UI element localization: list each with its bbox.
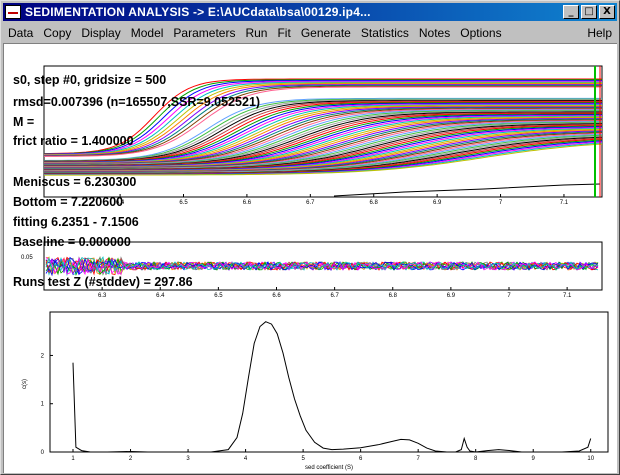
data-x-tick-label: 7 <box>499 200 503 206</box>
scan-curve <box>43 79 602 155</box>
parameter-overlay: s0, step #0, gridsize = 500 rmsd=0.00739… <box>13 73 260 289</box>
cs-x-tick-label: 9 <box>532 456 536 462</box>
scan-curve <box>44 83 602 156</box>
plots-svg: 6.4 6.5 6.6 6.7 6.8 6.9 7 7.1 0.05 6.3 6.4 6.5 6.6… <box>13 65 609 471</box>
step-label: s0, step #0, gridsize = 500 <box>13 73 166 87</box>
residual-trace <box>45 256 599 275</box>
cs-distribution-chart: 0 1 2 1 2 3 4 5 6 7 8 9 10 c(s) sed coefficient (S) <box>22 311 609 471</box>
minimize-button[interactable]: _ <box>563 5 579 19</box>
residual-x-tick-label: 6.7 <box>330 293 339 299</box>
data-curves <box>43 78 603 197</box>
window-title: SEDIMENTATION ANALYSIS -> E:\AUCdata\bsa… <box>25 5 371 19</box>
menu-model[interactable]: Model <box>130 25 164 40</box>
close-button[interactable]: X <box>599 5 615 19</box>
cs-x-tick-label: 7 <box>416 456 420 462</box>
residual-trace <box>45 256 599 276</box>
scan-curve <box>44 86 602 157</box>
scan-curve <box>43 78 602 155</box>
cs-x-tick-label: 8 <box>474 456 478 462</box>
cs-chart-frame <box>49 311 609 453</box>
residual-plot: 0.05 6.3 6.4 6.5 6.6 6.7 6.8 6.9 7 7.1 <box>21 241 603 299</box>
data-x-tick-label: 6.6 <box>243 200 252 206</box>
bottom-label: Bottom = 7.220600 <box>13 195 123 209</box>
fitting-label: fitting 6.2351 - 7.1506 <box>13 215 139 229</box>
scan-curve <box>44 98 602 162</box>
menu-run[interactable]: Run <box>245 25 268 40</box>
meniscus-label: Meniscus = 6.230300 <box>13 175 136 189</box>
data-x-tick-label: 6.8 <box>370 200 379 206</box>
data-x-tick-label: 6.5 <box>179 200 188 206</box>
menu-generate[interactable]: Generate <box>300 25 351 40</box>
menu-display[interactable]: Display <box>81 25 121 40</box>
data-x-tick-label: 6.7 <box>306 200 315 206</box>
residual-x-tick-label: 6.3 <box>98 293 107 299</box>
cs-x-tick-label: 4 <box>244 456 248 462</box>
data-plot: 6.4 6.5 6.6 6.7 6.8 6.9 7 7.1 <box>43 65 603 206</box>
residual-x-tick-label: 6.6 <box>272 293 281 299</box>
scan-curve <box>44 81 602 156</box>
menu-notes[interactable]: Notes <box>418 25 451 40</box>
residual-x-tick-label: 6.8 <box>389 293 398 299</box>
menu-fit[interactable]: Fit <box>277 25 291 40</box>
baseline-label: Baseline = 0.000000 <box>13 235 131 249</box>
cs-x-tick-label: 5 <box>301 456 305 462</box>
cs-x-label: sed coefficient (S) <box>305 465 353 471</box>
data-x-tick-label: 6.4 <box>116 200 125 206</box>
title-bar[interactable]: SEDIMENTATION ANALYSIS -> E:\AUCdata\bsa… <box>3 3 617 21</box>
plot-area: 6.4 6.5 6.6 6.7 6.8 6.9 7 7.1 0.05 6.3 6.4 6.5 6.6… <box>3 43 617 473</box>
menu-help[interactable]: Help <box>587 25 612 40</box>
menu-options[interactable]: Options <box>460 25 502 40</box>
menu-bar: Data Copy Display Model Parameters Run F… <box>3 23 617 42</box>
baseline-trace <box>333 183 601 197</box>
menu-copy[interactable]: Copy <box>43 25 72 40</box>
cs-y-axis: 0 1 2 <box>41 353 53 456</box>
scan-curve <box>43 85 602 157</box>
residual-trace <box>45 257 599 276</box>
cs-x-tick-label: 1 <box>71 456 75 462</box>
data-x-tick-label: 7.1 <box>560 200 569 206</box>
scan-curve <box>43 80 602 155</box>
residual-x-tick-label: 6.4 <box>156 293 165 299</box>
frict-ratio-label: frict ratio = 1.400000 <box>13 134 134 148</box>
cs-y-tick-label: 1 <box>41 402 45 408</box>
residual-x-tick-label: 6.9 <box>447 293 456 299</box>
menu-statistics[interactable]: Statistics <box>360 25 409 40</box>
app-icon[interactable] <box>5 5 21 19</box>
maximize-button[interactable]: □ <box>581 5 597 19</box>
scan-curve <box>44 82 602 156</box>
menu-data[interactable]: Data <box>8 25 34 40</box>
scan-curve <box>43 80 602 155</box>
scan-curve <box>44 84 602 157</box>
residual-x-tick-label: 7.1 <box>563 293 572 299</box>
residual-y-label: 0.05 <box>21 255 33 261</box>
cs-x-tick-label: 10 <box>587 456 594 462</box>
residual-x-tick-label: 6.5 <box>214 293 223 299</box>
cs-x-tick-label: 2 <box>129 456 133 462</box>
m-label: M = <box>13 115 34 129</box>
cs-x-tick-label: 3 <box>186 456 190 462</box>
cs-x-tick-label: 6 <box>359 456 363 462</box>
cs-y-label: c(s) <box>22 379 28 389</box>
runs-test-label: Runs test Z (#stddev) = 297.86 <box>13 275 193 289</box>
scan-curve <box>43 97 602 161</box>
residual-noise <box>45 255 599 277</box>
residual-x-tick-label: 7 <box>507 293 511 299</box>
residual-x-axis: 6.3 6.4 6.5 6.6 6.7 6.8 6.9 7 7.1 <box>98 287 572 299</box>
scan-curve <box>43 99 602 162</box>
rmsd-label: rmsd=0.007396 (n=165507,SSR=9.052521) <box>13 95 260 109</box>
cs-series-line <box>72 321 592 453</box>
scan-curve <box>44 143 603 176</box>
cs-y-tick-label: 2 <box>41 353 45 359</box>
cs-y-tick-label: 0 <box>41 450 45 456</box>
data-x-tick-label: 6.9 <box>433 200 442 206</box>
menu-parameters[interactable]: Parameters <box>173 25 236 40</box>
scan-curve <box>44 84 602 157</box>
data-x-axis: 6.4 6.5 6.6 6.7 6.8 6.9 7 7.1 <box>116 194 569 206</box>
cs-x-axis: 1 2 3 4 5 6 7 8 9 10 <box>71 449 595 462</box>
